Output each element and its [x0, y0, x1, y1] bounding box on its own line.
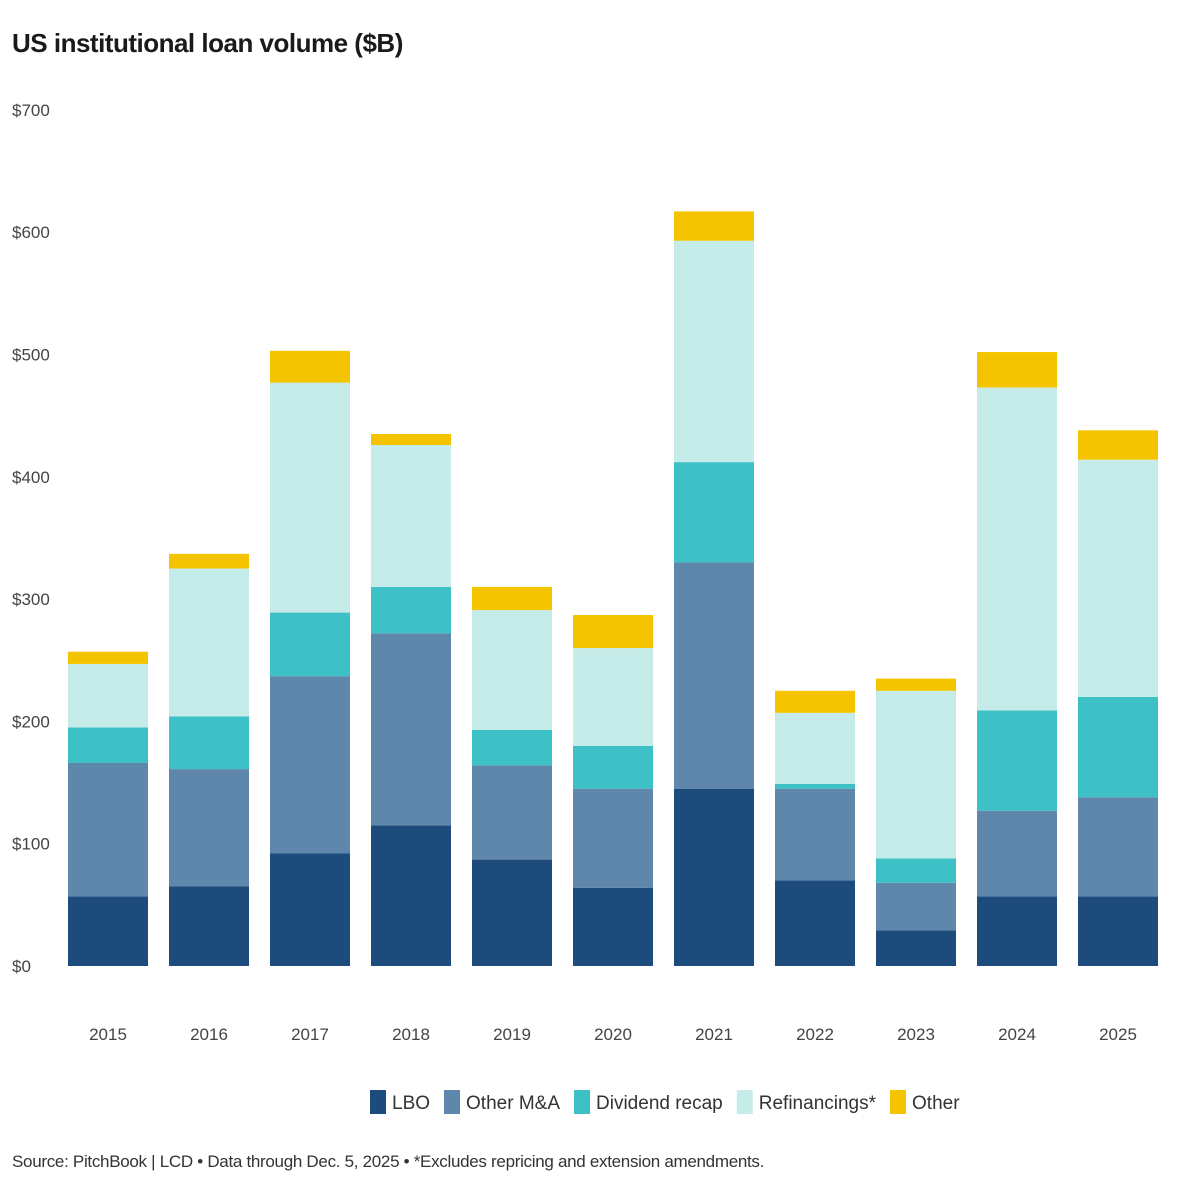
bar-dividend-recap-2015 [68, 727, 148, 763]
bar-dividend-recap-2016 [169, 716, 249, 770]
y-tick-label: $300 [12, 590, 50, 609]
bar-other-m-a-2019 [472, 765, 552, 860]
bar-other-m-a-2023 [876, 882, 956, 931]
x-tick-label: 2021 [695, 1025, 733, 1044]
y-tick-label: $200 [12, 712, 50, 731]
bar-refinancings-2020 [573, 648, 653, 746]
legend-label: Dividend recap [596, 1093, 723, 1114]
bar-lbo-2024 [977, 896, 1057, 966]
bar-lbo-2023 [876, 930, 956, 966]
y-tick-label: $400 [12, 468, 50, 487]
bar-other-m-a-2021 [674, 562, 754, 789]
bar-lbo-2015 [68, 896, 148, 966]
chart-title: US institutional loan volume ($B) [12, 28, 403, 58]
bar-other-2019 [472, 586, 552, 611]
bar-dividend-recap-2022 [775, 783, 855, 789]
legend-swatch [574, 1090, 591, 1114]
x-tick-label: 2017 [291, 1025, 329, 1044]
x-tick-label: 2020 [594, 1025, 632, 1044]
y-tick-label: $500 [12, 346, 50, 365]
bar-lbo-2019 [472, 859, 552, 966]
bar-refinancings-2016 [169, 568, 249, 717]
legend-swatch [890, 1090, 907, 1114]
y-tick-label: $0 [12, 957, 31, 976]
bar-refinancings-2017 [270, 382, 350, 613]
x-tick-label: 2018 [392, 1025, 430, 1044]
bar-lbo-2018 [371, 825, 451, 966]
x-tick-label: 2015 [89, 1025, 127, 1044]
bar-lbo-2016 [169, 886, 249, 966]
bar-dividend-recap-2021 [674, 462, 754, 563]
y-tick-label: $700 [12, 101, 50, 120]
bar-dividend-recap-2020 [573, 745, 653, 789]
bar-other-m-a-2020 [573, 788, 653, 888]
legend-label: Other [912, 1093, 960, 1114]
legend-label: LBO [392, 1093, 430, 1114]
bar-lbo-2017 [270, 853, 350, 966]
x-tick-label: 2022 [796, 1025, 834, 1044]
bar-refinancings-2019 [472, 610, 552, 730]
bar-other-m-a-2015 [68, 762, 148, 897]
bar-refinancings-2015 [68, 663, 148, 728]
bar-other-2025 [1078, 430, 1158, 460]
bar-other-2024 [977, 352, 1057, 388]
x-tick-label: 2019 [493, 1025, 531, 1044]
bar-refinancings-2018 [371, 445, 451, 587]
legend-swatch [444, 1090, 461, 1114]
bar-other-m-a-2024 [977, 810, 1057, 897]
bar-dividend-recap-2018 [371, 586, 451, 634]
x-tick-label: 2023 [897, 1025, 935, 1044]
legend-label: Refinancings* [759, 1093, 877, 1114]
bar-refinancings-2024 [977, 387, 1057, 711]
bar-other-m-a-2018 [371, 633, 451, 826]
x-tick-label: 2016 [190, 1025, 228, 1044]
x-tick-label: 2025 [1099, 1025, 1137, 1044]
bar-dividend-recap-2024 [977, 710, 1057, 811]
bar-refinancings-2023 [876, 690, 956, 859]
bar-other-m-a-2022 [775, 788, 855, 881]
bar-other-m-a-2016 [169, 769, 249, 887]
bar-refinancings-2022 [775, 712, 855, 784]
bar-other-2023 [876, 678, 956, 691]
bar-dividend-recap-2023 [876, 858, 956, 883]
y-tick-label: $100 [12, 835, 50, 854]
bar-other-2018 [371, 433, 451, 446]
bar-other-m-a-2017 [270, 676, 350, 854]
bar-other-2017 [270, 350, 350, 383]
legend-label: Other M&A [466, 1093, 560, 1114]
bar-other-2020 [573, 614, 653, 649]
bar-other-m-a-2025 [1078, 797, 1158, 897]
legend-swatch [736, 1090, 753, 1114]
bar-dividend-recap-2025 [1078, 696, 1158, 798]
bar-other-2021 [674, 211, 754, 241]
bar-other-2015 [68, 651, 148, 664]
x-tick-label: 2024 [998, 1025, 1036, 1044]
bar-other-2016 [169, 553, 249, 569]
bar-other-2022 [775, 690, 855, 713]
bar-dividend-recap-2019 [472, 729, 552, 766]
bar-lbo-2022 [775, 880, 855, 966]
source-note: Source: PitchBook | LCD • Data through D… [12, 1152, 765, 1171]
bar-lbo-2021 [674, 788, 754, 966]
legend-swatch [370, 1090, 386, 1114]
bar-lbo-2025 [1078, 896, 1158, 966]
bar-dividend-recap-2017 [270, 612, 350, 677]
bar-refinancings-2021 [674, 240, 754, 463]
y-tick-label: $600 [12, 223, 50, 242]
bar-refinancings-2025 [1078, 459, 1158, 697]
bar-lbo-2020 [573, 887, 653, 966]
